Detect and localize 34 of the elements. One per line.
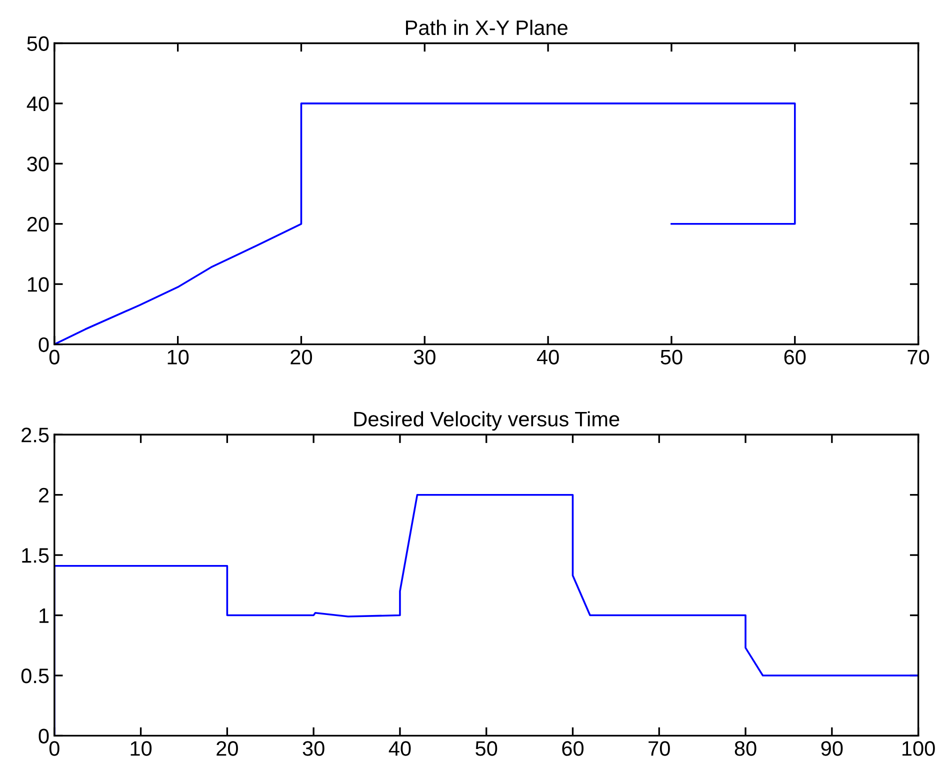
y-tick-label: 40 — [26, 96, 49, 112]
y-tick-label: 50 — [27, 36, 49, 51]
y-tick-label: 1 — [40, 608, 49, 623]
x-tick-label: 50 — [660, 350, 682, 364]
y-tick-label: 2 — [39, 488, 48, 502]
x-tick-label: 20 — [290, 350, 312, 364]
x-tick-label: 40 — [536, 350, 559, 364]
x-tick-label: 100 — [902, 741, 935, 756]
line-series — [54, 102, 796, 344]
x-tick-label: 60 — [562, 741, 584, 756]
x-tick-label: 70 — [648, 741, 670, 756]
x-tick-label: 80 — [734, 741, 756, 756]
x-tick-label: 0 — [49, 741, 60, 756]
x-tick-label: 10 — [168, 350, 189, 364]
x-tick-label: 40 — [388, 741, 411, 756]
y-tick-label: 0 — [38, 728, 49, 744]
y-tick-label: 0 — [38, 337, 49, 352]
chart-title: Path in X-Y Plane — [406, 20, 568, 36]
x-tick-label: 50 — [476, 741, 498, 756]
x-tick-label: 10 — [130, 741, 152, 756]
x-tick-label: 90 — [821, 741, 843, 756]
x-tick-label: 30 — [414, 350, 436, 364]
y-tick-label: 30 — [27, 156, 49, 172]
y-tick-label: 0.5 — [21, 668, 49, 684]
x-tick-label: 60 — [784, 350, 806, 364]
x-tick-label: 30 — [302, 741, 324, 756]
chart-title: Desired Velocity versus Time — [354, 411, 620, 431]
y-tick-label: 20 — [27, 216, 49, 232]
y-tick-label: 2.5 — [22, 428, 49, 442]
y-tick-label: 10 — [28, 277, 49, 292]
y-tick-label: 1.5 — [22, 548, 49, 563]
x-tick-label: 0 — [49, 350, 60, 364]
x-tick-label: 20 — [216, 741, 238, 756]
x-tick-label: 70 — [908, 350, 930, 364]
